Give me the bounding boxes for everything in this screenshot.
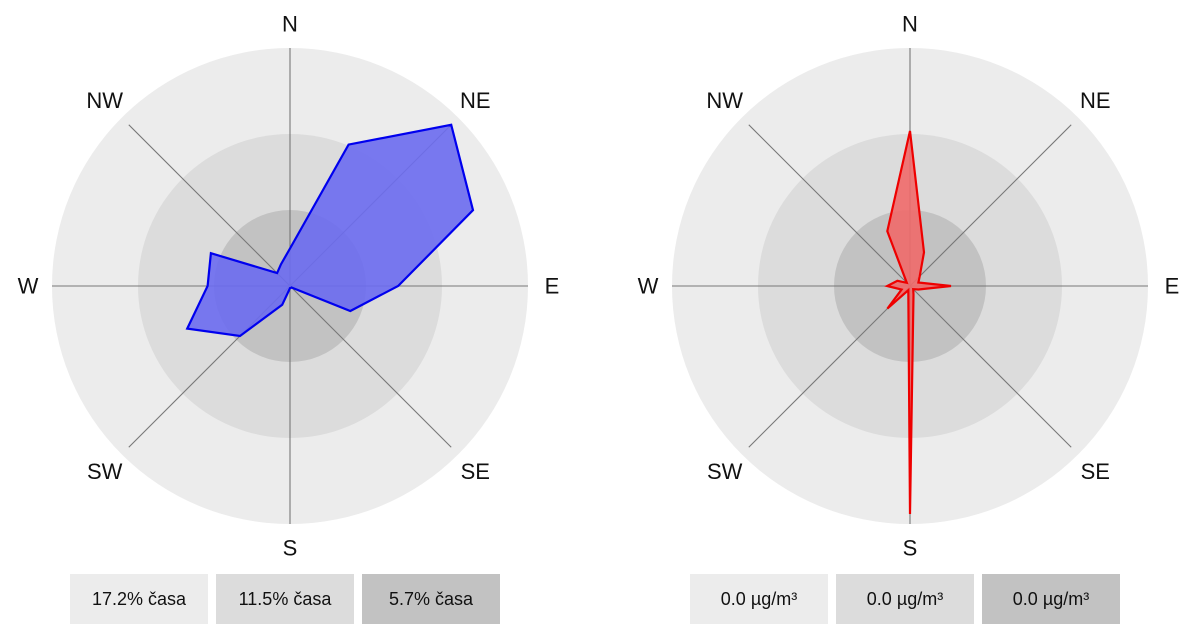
ring-legend-time: 17.2% časa 11.5% časa 5.7% časa xyxy=(70,574,500,624)
compass-label-s: S xyxy=(283,536,298,561)
pollution-rose-plot: N NE E SE S SW W NW xyxy=(620,0,1189,570)
compass-label-se: SE xyxy=(1081,459,1110,484)
ring-legend-middle: 0.0 µg/m³ xyxy=(836,574,974,624)
ring-legend-inner: 0.0 µg/m³ xyxy=(982,574,1120,624)
compass-label-ne: NE xyxy=(460,88,491,113)
compass-label-w: W xyxy=(18,274,39,299)
compass-label-se: SE xyxy=(461,459,490,484)
ring-legend-outer: 0.0 µg/m³ xyxy=(690,574,828,624)
compass-label-s: S xyxy=(903,536,918,561)
compass-label-e: E xyxy=(1165,274,1180,299)
compass-label-n: N xyxy=(282,12,298,37)
compass-label-nw: NW xyxy=(86,88,123,113)
ring-legend-outer: 17.2% časa xyxy=(70,574,208,624)
compass-label-sw: SW xyxy=(707,459,743,484)
compass-label-sw: SW xyxy=(87,459,123,484)
ring-legend-middle: 11.5% časa xyxy=(216,574,354,624)
compass-label-nw: NW xyxy=(706,88,743,113)
compass-label-e: E xyxy=(545,274,560,299)
ring-legend-concentration: 0.0 µg/m³ 0.0 µg/m³ 0.0 µg/m³ xyxy=(690,574,1120,624)
compass-label-w: W xyxy=(638,274,659,299)
wind-rose-time: N NE E SE S SW W NW 17.2% časa 11.5% časa 5.7% … xyxy=(0,0,580,623)
pollution-rose: N NE E SE S SW W NW 0.0 µg/m³ 0.0 µg/m³ 0.0 µg/… xyxy=(620,0,1189,623)
compass-label-n: N xyxy=(902,12,918,37)
wind-rose-time-plot: N NE E SE S SW W NW xyxy=(0,0,580,570)
ring-legend-inner: 5.7% časa xyxy=(362,574,500,624)
compass-label-ne: NE xyxy=(1080,88,1111,113)
